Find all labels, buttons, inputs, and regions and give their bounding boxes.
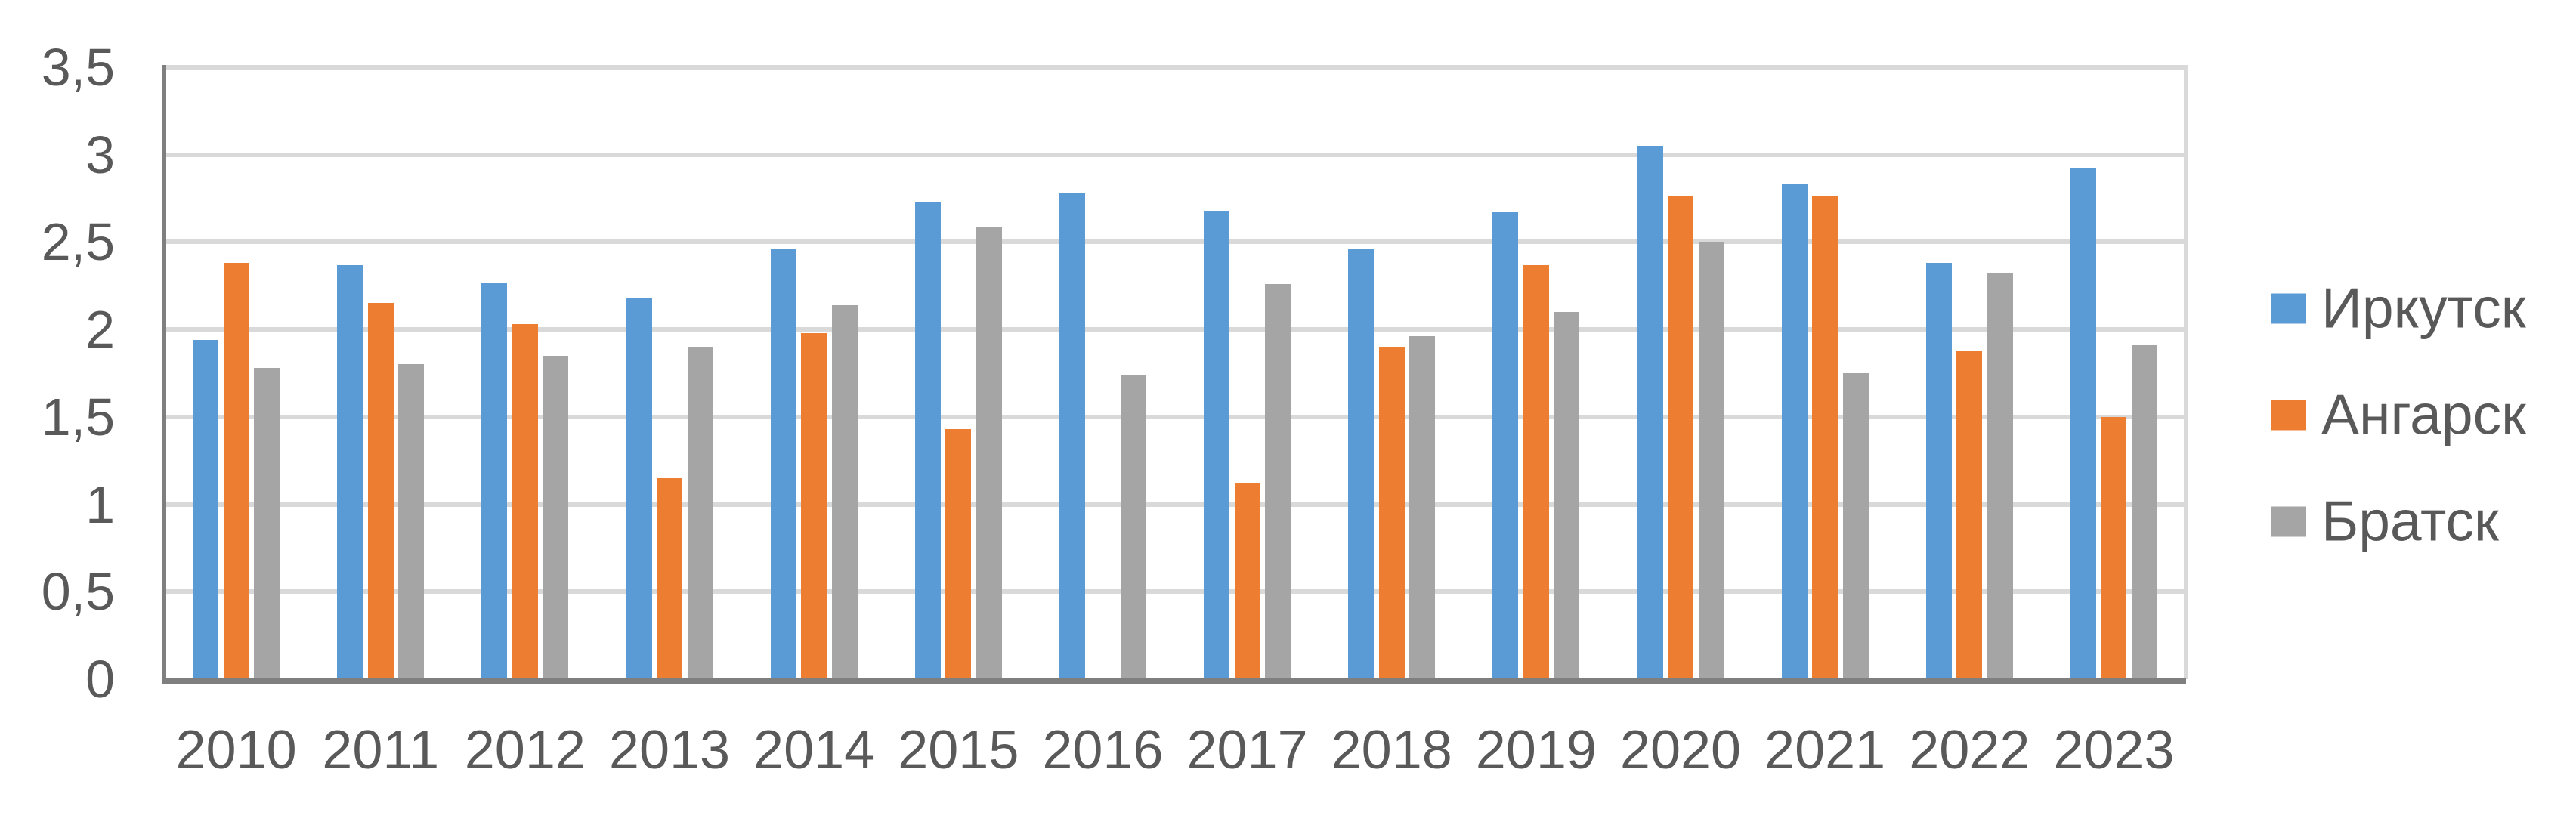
bar-bratsk-2014: [831, 304, 858, 679]
bar-angarsk-2022: [1956, 350, 1983, 679]
x-tick-label: 2021: [1764, 720, 1886, 780]
x-tick-label: 2016: [1042, 720, 1164, 780]
bar-bratsk-2010: [254, 368, 280, 679]
legend-label-irkutsk: Иркутск: [2321, 276, 2526, 340]
legend-item-bratsk: Братск: [2271, 493, 2499, 550]
y-axis-line: [162, 65, 166, 683]
bar-irkutsk-2013: [626, 298, 652, 679]
bar-angarsk-2021: [1812, 196, 1838, 679]
bar-bratsk-2023: [2131, 344, 2157, 679]
plot-right-border: [2184, 65, 2188, 679]
legend-swatch-bratsk: [2271, 506, 2306, 536]
bar-angarsk-2014: [801, 332, 827, 679]
legend-label-angarsk: Ангарск: [2321, 382, 2526, 446]
bar-irkutsk-2010: [193, 340, 219, 679]
bar-irkutsk-2020: [1637, 146, 1663, 679]
y-tick-label: 0: [85, 650, 115, 709]
bar-angarsk-2015: [945, 429, 972, 679]
bar-bratsk-2021: [1842, 373, 1869, 679]
y-tick-label: 2: [85, 300, 115, 360]
bar-irkutsk-2012: [481, 282, 508, 679]
bar-bratsk-2011: [398, 364, 425, 679]
bar-angarsk-2011: [367, 303, 394, 679]
x-tick-label: 2014: [753, 720, 875, 780]
x-tick-label: 2018: [1331, 720, 1452, 780]
gridline: [164, 589, 2186, 595]
bar-bratsk-2012: [543, 355, 569, 679]
bar-bratsk-2019: [1554, 312, 1580, 679]
bar-bratsk-2015: [976, 226, 1002, 679]
bar-angarsk-2023: [2101, 416, 2127, 679]
gridline: [164, 414, 2186, 419]
bar-angarsk-2013: [657, 477, 682, 679]
legend-swatch-irkutsk: [2271, 293, 2306, 323]
x-tick-label: 2012: [464, 720, 586, 780]
bar-angarsk-2018: [1378, 347, 1405, 679]
bar-irkutsk-2011: [337, 264, 363, 679]
bar-irkutsk-2017: [1204, 210, 1230, 679]
bar-angarsk-2017: [1234, 483, 1260, 679]
bar-irkutsk-2019: [1492, 212, 1519, 679]
bar-angarsk-2020: [1668, 196, 1693, 679]
legend-label-bratsk: Братск: [2321, 489, 2499, 553]
x-tick-label: 2023: [2053, 720, 2175, 780]
bar-angarsk-2019: [1523, 264, 1549, 679]
gridline: [164, 239, 2186, 245]
x-tick-label: 2019: [1475, 720, 1597, 780]
y-tick-label: 2,5: [41, 212, 115, 272]
bar-irkutsk-2021: [1781, 184, 1808, 679]
bar-angarsk-2010: [223, 263, 249, 679]
gridline: [164, 152, 2186, 157]
bar-angarsk-2012: [512, 324, 538, 679]
y-tick-label: 3: [85, 125, 115, 184]
bar-irkutsk-2016: [1059, 193, 1085, 679]
y-tick-label: 1: [85, 474, 115, 534]
y-tick-label: 1,5: [41, 387, 115, 446]
legend-item-irkutsk: Иркутск: [2271, 280, 2526, 337]
bar-bratsk-2020: [1698, 242, 1724, 679]
gridline: [164, 65, 2186, 70]
bar-bratsk-2018: [1409, 336, 1436, 679]
y-tick-label: 3,5: [41, 38, 115, 97]
bar-irkutsk-2023: [2070, 168, 2096, 679]
y-tick-label: 0,5: [41, 562, 115, 622]
x-tick-label: 2022: [1909, 720, 2030, 780]
bar-bratsk-2022: [1987, 273, 2013, 679]
bar-irkutsk-2022: [1925, 263, 1952, 679]
legend-swatch-angarsk: [2271, 400, 2306, 430]
x-axis-line: [162, 678, 2186, 684]
bar-bratsk-2016: [1120, 375, 1146, 679]
x-tick-label: 2013: [608, 720, 731, 780]
bar-irkutsk-2018: [1348, 249, 1375, 679]
gridline: [164, 502, 2186, 507]
gridline: [164, 327, 2186, 332]
bar-bratsk-2013: [687, 347, 713, 679]
bar-bratsk-2017: [1265, 283, 1291, 679]
x-tick-label: 2011: [322, 720, 440, 780]
bar-irkutsk-2014: [770, 249, 796, 679]
legend-item-angarsk: Ангарск: [2271, 382, 2526, 446]
x-tick-label: 2010: [175, 720, 297, 780]
x-tick-label: 2015: [898, 720, 1019, 780]
bar-irkutsk-2015: [914, 202, 941, 679]
x-tick-label: 2017: [1186, 720, 1308, 780]
x-tick-label: 2020: [1619, 720, 1742, 780]
